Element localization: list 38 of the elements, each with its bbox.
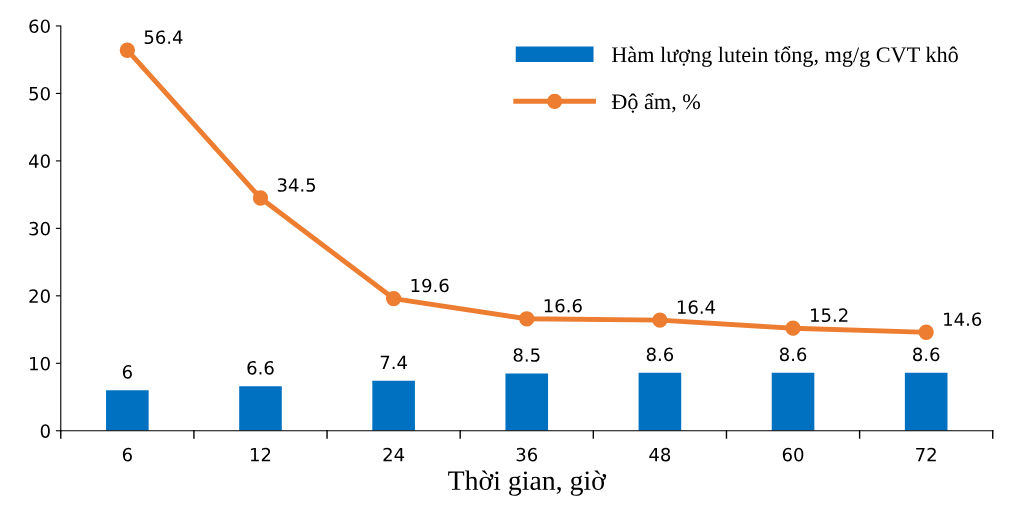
- legend-label: Độ ẩm, %: [611, 92, 701, 113]
- point: [119, 42, 135, 58]
- data-label: 56.4: [144, 30, 183, 45]
- point: [385, 290, 402, 307]
- data-label: 15.2: [810, 308, 848, 323]
- x-axis-title: Thời gian, giờ: [448, 470, 607, 496]
- data-label: 8.6: [646, 347, 674, 362]
- legend-label: Hàm lượng lutein tổng, mg/g CVT khô: [611, 45, 958, 67]
- y-tick-label: 0: [40, 424, 50, 438]
- y-tick-label: 50: [29, 86, 50, 101]
- x-tick-label: 60: [782, 447, 804, 462]
- y-tick-label: 60: [29, 19, 50, 34]
- data-label: 6: [122, 365, 132, 379]
- data-label: 14.6: [944, 312, 982, 327]
- data-label: 16.6: [544, 298, 582, 313]
- x-tick-label: 48: [649, 447, 671, 462]
- y-tick-label: 40: [28, 154, 50, 169]
- x-tick-label: 6: [122, 447, 132, 462]
- point: [918, 324, 934, 340]
- data-label: 16.4: [677, 300, 716, 314]
- x-tick-label: 12: [250, 447, 271, 462]
- y-tick-label: 20: [29, 289, 50, 303]
- point: [652, 312, 668, 328]
- y-tick-label: 30: [29, 221, 50, 236]
- data-label: 8.6: [913, 347, 940, 362]
- point: [519, 311, 535, 327]
- data-label: 8.5: [513, 348, 540, 362]
- data-label: 8.6: [779, 347, 807, 362]
- x-tick-label: 24: [383, 447, 405, 462]
- data-label: 34.5: [277, 178, 316, 192]
- point: [252, 190, 269, 206]
- point: [785, 320, 801, 336]
- data-label: 6.6: [247, 360, 274, 375]
- x-tick-label: 72: [916, 447, 936, 462]
- data-label: 19.6: [411, 278, 449, 293]
- x-tick-label: 36: [516, 447, 538, 462]
- data-label: 7.4: [380, 355, 407, 369]
- y-tick-label: 10: [30, 356, 50, 371]
